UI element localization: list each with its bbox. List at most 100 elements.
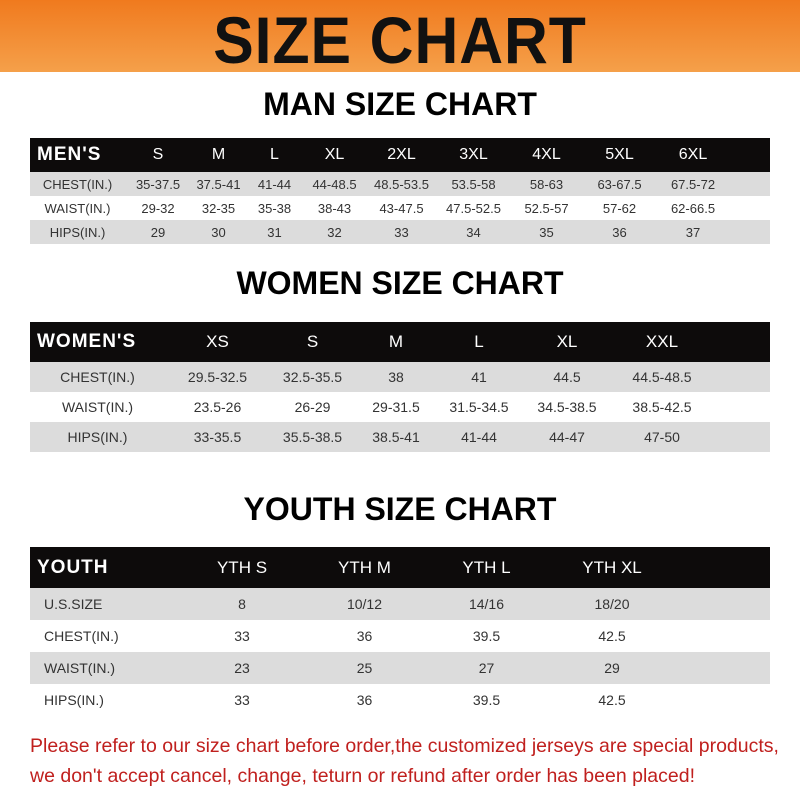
men-size-table: MEN'S S M L XL 2XL 3XL 4XL 5XL 6XL CHEST(IN.) 35-37… — [30, 138, 770, 244]
row-cell: 41-44 — [257, 176, 292, 192]
header-cell: L — [474, 332, 484, 351]
row-cell: 37.5-41 — [196, 176, 241, 192]
row-cell: 23 — [234, 660, 250, 676]
header-cell: XXL — [645, 332, 679, 351]
row-label: HIPS(IN.) — [44, 692, 104, 708]
table-row: CHEST(IN.) 33 36 39.5 42.5 — [30, 620, 770, 652]
row-cell: 29 — [604, 660, 620, 676]
row-cell: 44.5-48.5 — [632, 369, 692, 385]
row-cell: 34 — [466, 224, 481, 240]
row-cell: 62-66.5 — [670, 200, 716, 216]
row-label: CHEST(IN.) — [44, 628, 119, 644]
row-label: WAIST(IN.) — [44, 660, 116, 676]
row-cell: 38.5-42.5 — [632, 399, 692, 415]
women-section-title: WOMEN SIZE CHART — [236, 265, 564, 301]
header-cell: YTH M — [338, 557, 391, 577]
row-cell: 48.5-53.5 — [374, 176, 429, 192]
row-cell: 38-43 — [317, 200, 352, 216]
row-label: CHEST(IN.) — [42, 176, 113, 192]
row-cell: 29-31.5 — [372, 399, 420, 415]
row-cell: 42.5 — [598, 692, 626, 708]
women-size-table: WOMEN'S XS S M L XL XXL CHEST(IN.) 29.5-32.5 32.5… — [30, 322, 770, 452]
row-cell: 58-63 — [529, 176, 564, 192]
row-cell: 41-44 — [461, 429, 497, 445]
row-cell: 25 — [356, 660, 373, 676]
table-header-row: WOMEN'S XS S M L XL XXL — [30, 322, 770, 362]
row-cell: 29-32 — [141, 200, 175, 216]
header-cell: M — [211, 146, 226, 163]
header-cell: M — [388, 332, 404, 351]
row-cell: 33 — [234, 628, 250, 644]
header-cell: S — [152, 146, 164, 163]
row-cell: 41 — [471, 369, 487, 385]
row-cell: 14/16 — [468, 596, 505, 612]
row-cell: 10/12 — [346, 596, 383, 612]
men-section-title: MAN SIZE CHART — [263, 86, 537, 122]
row-cell: 44.5 — [553, 369, 581, 385]
youth-size-table: YOUTH YTH S YTH M YTH L YTH XL U.S.SIZE 8 10/12… — [30, 547, 770, 716]
row-cell: 27 — [478, 660, 495, 676]
row-label: U.S.SIZE — [44, 596, 103, 612]
row-cell: 47.5-52.5 — [446, 200, 501, 216]
row-label: HIPS(IN.) — [49, 224, 106, 240]
row-cell: 42.5 — [598, 628, 626, 644]
row-label: WAIST(IN.) — [44, 200, 111, 216]
table-row: CHEST(IN.) 29.5-32.5 32.5-35.5 38 41 44.5 44.5… — [30, 362, 770, 392]
row-cell: 44-48.5 — [312, 176, 357, 192]
row-cell: 38.5-41 — [372, 429, 420, 445]
row-cell: 23.5-26 — [193, 399, 242, 415]
header-label: WOMEN'S — [37, 331, 137, 352]
banner: SIZE CHART — [0, 0, 800, 77]
table-row: WAIST(IN.) 23 25 27 29 — [30, 652, 770, 684]
row-cell: 39.5 — [472, 628, 501, 644]
header-cell: YTH L — [462, 557, 511, 577]
table-row: U.S.SIZE 8 10/12 14/16 18/20 — [30, 588, 770, 620]
row-cell: 36 — [356, 628, 373, 644]
row-cell: 32-35 — [201, 200, 236, 216]
table-row: WAIST(IN.) 23.5-26 26-29 29-31.5 31.5-34.5 34… — [30, 392, 770, 422]
row-cell: 8 — [238, 596, 246, 612]
row-cell: 36 — [356, 692, 373, 708]
row-cell: 26-29 — [294, 399, 331, 415]
row-cell: 33-35.5 — [193, 429, 242, 445]
header-cell: XS — [206, 332, 229, 351]
row-cell: 32 — [327, 224, 342, 240]
row-cell: 35.5-38.5 — [282, 429, 343, 445]
row-cell: 39.5 — [472, 692, 501, 708]
banner-title: SIZE CHART — [213, 3, 587, 77]
header-cell: 2XL — [387, 146, 416, 163]
row-cell: 33 — [234, 692, 250, 708]
header-cell: 3XL — [459, 146, 488, 163]
table-header-row: YOUTH YTH S YTH M YTH L YTH XL — [30, 547, 770, 588]
header-cell: 6XL — [678, 146, 708, 163]
header-cell: 5XL — [605, 146, 634, 163]
row-label: HIPS(IN.) — [67, 429, 128, 445]
row-cell: 30 — [211, 224, 226, 240]
table-row: HIPS(IN.) 29 30 31 32 33 34 35 36 37 — [30, 220, 770, 244]
header-cell: XL — [324, 146, 345, 163]
row-cell: 38 — [388, 369, 404, 385]
header-label: YOUTH — [37, 556, 109, 578]
row-cell: 36 — [612, 224, 627, 240]
table-row: CHEST(IN.) 35-37.5 37.5-41 41-44 44-48.5 48.5… — [30, 172, 770, 196]
row-cell: 34.5-38.5 — [537, 399, 597, 415]
row-cell: 43-47.5 — [379, 200, 424, 216]
row-cell: 67.5-72 — [670, 176, 716, 192]
row-label: WAIST(IN.) — [61, 399, 134, 415]
row-cell: 32.5-35.5 — [282, 369, 343, 385]
row-cell: 35-37.5 — [135, 176, 181, 192]
row-cell: 33 — [394, 224, 409, 240]
row-cell: 47-50 — [644, 429, 680, 445]
table-row: HIPS(IN.) 33 36 39.5 42.5 — [30, 684, 770, 716]
header-cell: YTH S — [216, 557, 268, 577]
header-cell: YTH XL — [582, 557, 642, 577]
row-cell: 37 — [685, 224, 701, 240]
row-cell: 35-38 — [257, 200, 292, 216]
row-cell: 63-67.5 — [597, 176, 642, 192]
header-cell: XL — [556, 332, 578, 351]
row-cell: 29 — [150, 224, 166, 240]
table-row: WAIST(IN.) 29-32 32-35 35-38 38-43 43-47.5 47.… — [30, 196, 770, 220]
header-cell: S — [306, 332, 319, 351]
row-cell: 52.5-57 — [524, 200, 569, 216]
row-cell: 57-62 — [602, 200, 637, 216]
